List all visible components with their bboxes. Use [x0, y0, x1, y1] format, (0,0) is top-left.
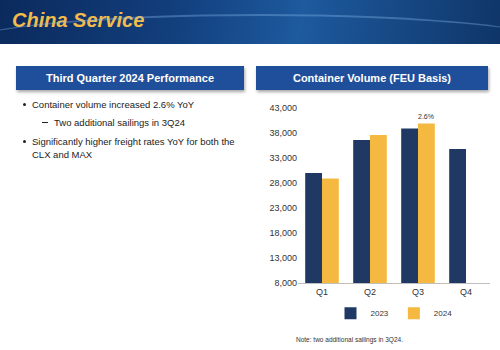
html-text:Significantly higher freight r: Significantly higher freight rates YoY f… — [32, 136, 235, 160]
svg-text:Q4: Q4 — [460, 287, 472, 297]
svg-text:Q3: Q3 — [412, 287, 424, 297]
svg-text:Q1: Q1 — [316, 287, 328, 297]
svg-text:Q2: Q2 — [364, 287, 376, 297]
svg-text:2024: 2024 — [434, 309, 452, 318]
svg-text:23,000: 23,000 — [269, 203, 297, 213]
html-text:Container Volume (FEU Basis): Container Volume (FEU Basis) — [292, 72, 451, 84]
svg-text:13,000: 13,000 — [269, 253, 297, 263]
svg-text:2023: 2023 — [371, 309, 389, 318]
svg-text:8,000: 8,000 — [274, 278, 297, 288]
svg-text:43,000: 43,000 — [269, 103, 297, 113]
html-text:Third Quarter 2024 Performance: Third Quarter 2024 Performance — [45, 72, 215, 84]
html-text:Container volume increased 2.6: Container volume increased 2.6% YoY — [32, 99, 195, 110]
html-text:China Service: China Service — [12, 9, 145, 31]
svg-text:2.6%: 2.6% — [418, 113, 434, 120]
svg-text:18,000: 18,000 — [269, 228, 297, 238]
svg-text:28,000: 28,000 — [269, 178, 297, 188]
svg-text:38,000: 38,000 — [269, 128, 297, 138]
html-text:Two additional sailings in 3Q2: Two additional sailings in 3Q24 — [54, 117, 185, 128]
html-text:Note: two additional sailings: Note: two additional sailings in 3Q24. — [296, 336, 403, 343]
svg-text:33,000: 33,000 — [269, 153, 297, 163]
